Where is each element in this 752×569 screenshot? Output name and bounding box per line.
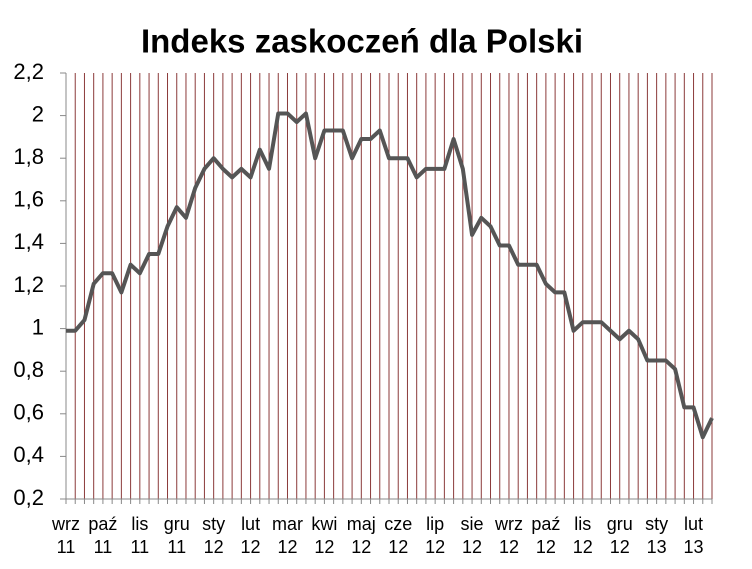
y-tick-label: 0,2 bbox=[13, 485, 44, 510]
x-tick-label: lut 13 bbox=[684, 514, 704, 557]
x-tick-label: lis 11 bbox=[130, 514, 149, 557]
y-tick-label: 1,8 bbox=[13, 144, 44, 169]
x-tick-label: maj 12 bbox=[347, 514, 376, 557]
x-tick-label: sie 12 bbox=[461, 514, 484, 557]
x-tick-label: lis 12 bbox=[573, 514, 593, 557]
x-tick-label: sty 12 bbox=[202, 514, 225, 557]
y-tick-label: 0,6 bbox=[13, 400, 44, 425]
x-tick-label: paź 12 bbox=[531, 514, 560, 557]
y-tick-label: 0,8 bbox=[13, 357, 44, 382]
x-tick-label: gru 12 bbox=[607, 514, 633, 557]
y-tick-label: 2 bbox=[32, 101, 44, 126]
x-tick-label: paź 11 bbox=[88, 514, 117, 557]
y-tick-label: 1,4 bbox=[13, 229, 44, 254]
x-tick-label: wrz 11 bbox=[51, 514, 80, 557]
chart-title: Indeks zaskoczeń dla Polski bbox=[141, 23, 583, 60]
y-tick-label: 1,2 bbox=[13, 272, 44, 297]
x-tick-label: lut 12 bbox=[241, 514, 261, 557]
x-tick-label: wrz 12 bbox=[494, 514, 523, 557]
x-tick-label: mar 12 bbox=[272, 514, 303, 557]
x-tick-label: lip 12 bbox=[425, 514, 445, 557]
y-tick-label: 1,6 bbox=[13, 187, 44, 212]
x-tick-label: gru 11 bbox=[164, 514, 190, 557]
x-tick-label: sty 13 bbox=[645, 514, 668, 557]
x-tick-label: cze 12 bbox=[384, 514, 412, 557]
data-line bbox=[66, 111, 714, 440]
y-tick-label: 1 bbox=[32, 314, 44, 339]
x-tick-label: kwi 12 bbox=[311, 514, 337, 557]
y-tick-label: 2,2 bbox=[13, 59, 44, 84]
y-tick-label: 0,4 bbox=[13, 442, 44, 467]
